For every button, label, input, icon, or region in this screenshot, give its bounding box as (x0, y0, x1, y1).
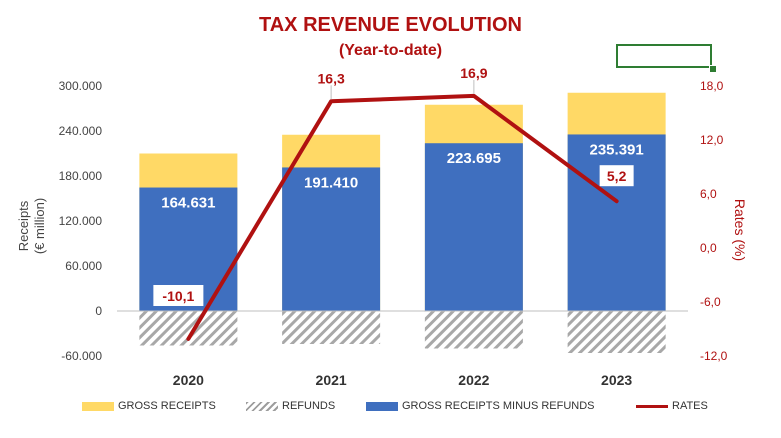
rates-point (186, 337, 190, 341)
y-tick-label-left: 0 (95, 304, 102, 318)
bar-net-receipts (282, 167, 381, 311)
y-tick-label-left: -60.000 (61, 349, 102, 363)
x-tick-label: 2023 (601, 372, 632, 388)
rates-line (186, 93, 619, 341)
bar-net-receipts (567, 134, 666, 311)
bar-refunds (567, 311, 666, 353)
bar-refunds (282, 311, 381, 344)
bar-data-label: 223.695 (447, 150, 501, 167)
y-tick-label-right: 12,0 (700, 133, 724, 147)
rate-data-label: 5,2 (607, 168, 627, 184)
selection-fill-handle[interactable] (709, 65, 717, 73)
y-axis-title-right: Rates (%) (732, 198, 748, 262)
legend-item-rates: RATES (636, 400, 708, 412)
x-tick-label: 2021 (316, 372, 347, 388)
legend-label-gross: GROSS RECEIPTS (118, 400, 216, 412)
legend-item-net: GROSS RECEIPTS MINUS REFUNDS (366, 400, 595, 412)
y-tick-label-left: 60.000 (65, 259, 102, 273)
legend-swatch-rates (636, 404, 668, 408)
bar-data-label: 164.631 (161, 195, 215, 212)
legend-swatch-net (366, 401, 398, 411)
bar-data-label: 191.410 (304, 174, 358, 191)
y-tick-label-right: -12,0 (700, 349, 728, 363)
y-axis-title-left-line1: Receipts (16, 200, 31, 252)
x-tick-label: 2020 (173, 372, 204, 388)
y-axis-title-left: Receipts (€ million) (16, 156, 48, 296)
chart-legend: GROSS RECEIPTS REFUNDS GROSS RECEIPTS MI… (0, 400, 781, 420)
rate-label-box (153, 285, 204, 306)
y-tick-label-right: -6,0 (700, 295, 721, 309)
y-tick-label-left: 180.000 (59, 169, 103, 183)
y-tick-label-right: 0,0 (700, 241, 717, 255)
chart-subtitle: (Year-to-date) (338, 42, 443, 59)
y-tick-label-left: 300.000 (59, 79, 103, 93)
legend-item-gross: GROSS RECEIPTS (82, 400, 216, 412)
y-tick-label-right: 6,0 (700, 187, 717, 201)
legend-swatch-refunds (246, 401, 278, 411)
legend-item-refunds: REFUNDS (246, 400, 335, 412)
bar-net-receipts (424, 143, 523, 311)
rate-data-label: 16,9 (460, 65, 487, 81)
rate-label-box (599, 165, 634, 187)
rates-point (615, 199, 619, 203)
legend-label-rates: RATES (672, 400, 708, 412)
cell-selection-box[interactable] (616, 44, 712, 68)
rates-point (329, 99, 333, 103)
y-tick-label-right: 18,0 (700, 79, 724, 93)
y-axis-title-left-line2: (€ million) (32, 197, 47, 255)
bar-data-label: 235.391 (590, 141, 644, 158)
rate-data-label: 16,3 (318, 70, 345, 86)
x-tick-label: 2022 (458, 372, 489, 388)
bar-refunds (424, 311, 523, 349)
rate-data-label: -10,1 (162, 288, 194, 304)
chart-title: TAX REVENUE EVOLUTION (259, 14, 522, 36)
y-tick-label-left: 120.000 (59, 214, 103, 228)
legend-swatch-gross (82, 401, 114, 411)
legend-label-net: GROSS RECEIPTS MINUS REFUNDS (402, 400, 595, 412)
legend-label-refunds: REFUNDS (282, 400, 336, 412)
rates-point (472, 94, 476, 98)
y-tick-label-left: 240.000 (59, 124, 103, 138)
